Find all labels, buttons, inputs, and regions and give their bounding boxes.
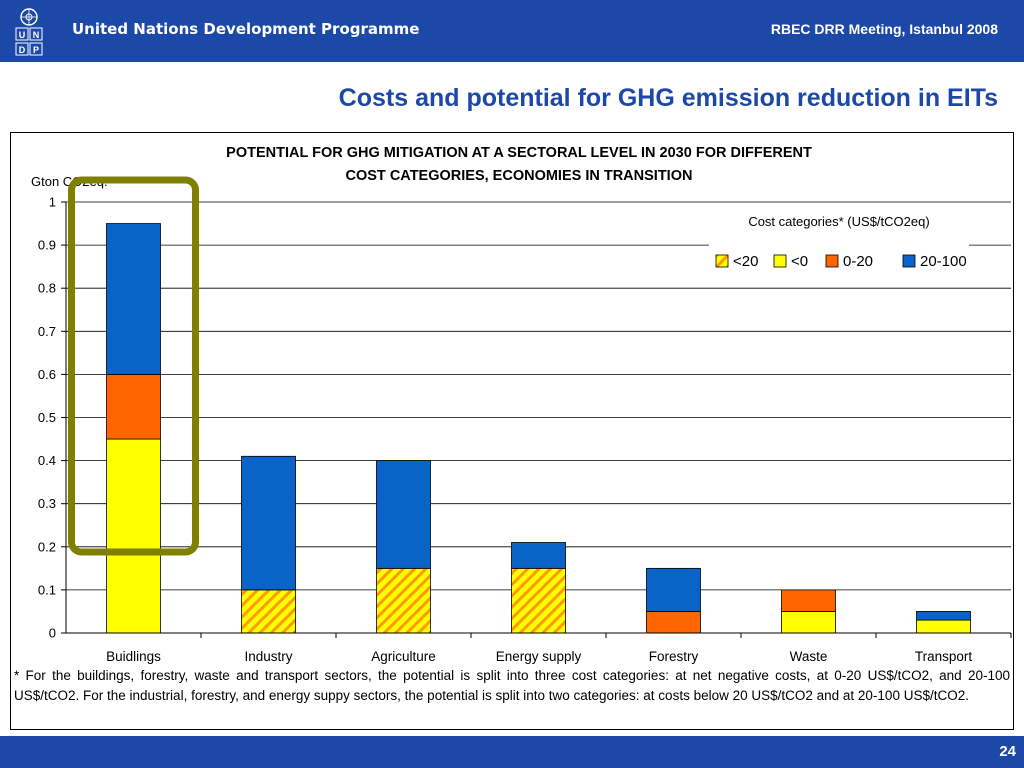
page-number: 24: [999, 743, 1016, 760]
y-tick-label: 0.2: [38, 539, 56, 554]
legend-label: 0-20: [843, 253, 873, 270]
bar-segment: [781, 589, 836, 612]
x-tick-label: Buidlings: [106, 649, 161, 664]
bar-segment: [646, 567, 701, 612]
bar-segment: [916, 619, 971, 634]
y-tick-label: 0.4: [38, 453, 56, 468]
logo-letter-n: N: [33, 30, 40, 40]
meeting-label: RBEC DRR Meeting, Istanbul 2008: [770, 21, 998, 37]
x-tick-label: Industry: [244, 649, 292, 664]
y-tick-label: 0.7: [38, 324, 56, 339]
gridlines: [66, 201, 1011, 591]
legend-swatch: [825, 254, 839, 268]
legend-swatch: [773, 254, 787, 268]
un-logo: U N D P: [15, 8, 43, 56]
bar-segment: [241, 589, 296, 634]
y-tick-label: 0.3: [38, 496, 56, 511]
bar-segment: [781, 611, 836, 634]
chart-container: POTENTIAL FOR GHG MITIGATION AT A SECTOR…: [10, 132, 1014, 730]
legend-label: <20: [733, 253, 758, 270]
logo-letter-p: P: [33, 45, 39, 55]
axes: 0 0.1 0.2 0.3 0.4 0.5 0.6 0.7 0.8 0.9 1 Buidlings In…: [38, 195, 1012, 664]
stacked-bar-chart: POTENTIAL FOR GHG MITIGATION AT A SECTOR…: [31, 145, 1012, 664]
bar-segment: [376, 460, 431, 569]
bar-segment: [511, 567, 566, 634]
x-tick-label: Forestry: [649, 649, 699, 664]
legend-label: 20-100: [920, 253, 967, 270]
bars: [106, 223, 971, 634]
legend-swatch: [715, 254, 729, 268]
highlight-frame: [68, 176, 199, 556]
org-name: United Nations Development Programme: [72, 20, 420, 38]
legend-label: <0: [791, 253, 808, 270]
y-tick-label: 0.1: [38, 582, 56, 597]
x-tick-label: Transport: [915, 649, 973, 664]
x-tick-label: Waste: [790, 649, 828, 664]
bar-segment: [106, 223, 161, 375]
x-tick-label: Agriculture: [371, 649, 436, 664]
y-tick-label: 1: [49, 195, 56, 210]
chart-title-line2: COST CATEGORIES, ECONOMIES IN TRANSITION: [346, 168, 693, 184]
bar-segment: [106, 373, 161, 440]
bar-segment: [511, 542, 566, 569]
logo-letter-u: U: [19, 30, 26, 40]
legend-swatch: [902, 254, 916, 268]
x-tick-label: Energy supply: [496, 649, 582, 664]
bar-segment: [241, 455, 296, 591]
legend-box: [709, 205, 969, 283]
header-bar: U N D P United Nations Development Progr…: [0, 0, 1024, 62]
y-tick-label: 0: [49, 626, 56, 641]
logo-letter-d: D: [19, 45, 26, 55]
bar-segment: [646, 611, 701, 634]
bar-segment: [916, 611, 971, 621]
bar-segment: [106, 438, 161, 634]
bar-segment: [376, 567, 431, 634]
y-tick-label: 0.6: [38, 367, 56, 382]
page-number-small: 24: [982, 746, 996, 760]
y-tick-label: 0.9: [38, 238, 56, 253]
legend: Cost categories* (US$/tCO2eq) <20 <0 0-20 2…: [709, 205, 969, 283]
chart-title-line1: POTENTIAL FOR GHG MITIGATION AT A SECTOR…: [226, 145, 812, 161]
y-tick-label: 0.5: [38, 410, 56, 425]
footer-bar: 24 24: [0, 736, 1024, 768]
footnote: * For the buildings, forestry, waste and…: [14, 668, 1010, 703]
slide-title: Costs and potential for GHG emission red…: [338, 84, 998, 112]
y-tick-label: 0.8: [38, 281, 56, 296]
legend-title: Cost categories* (US$/tCO2eq): [748, 214, 929, 229]
